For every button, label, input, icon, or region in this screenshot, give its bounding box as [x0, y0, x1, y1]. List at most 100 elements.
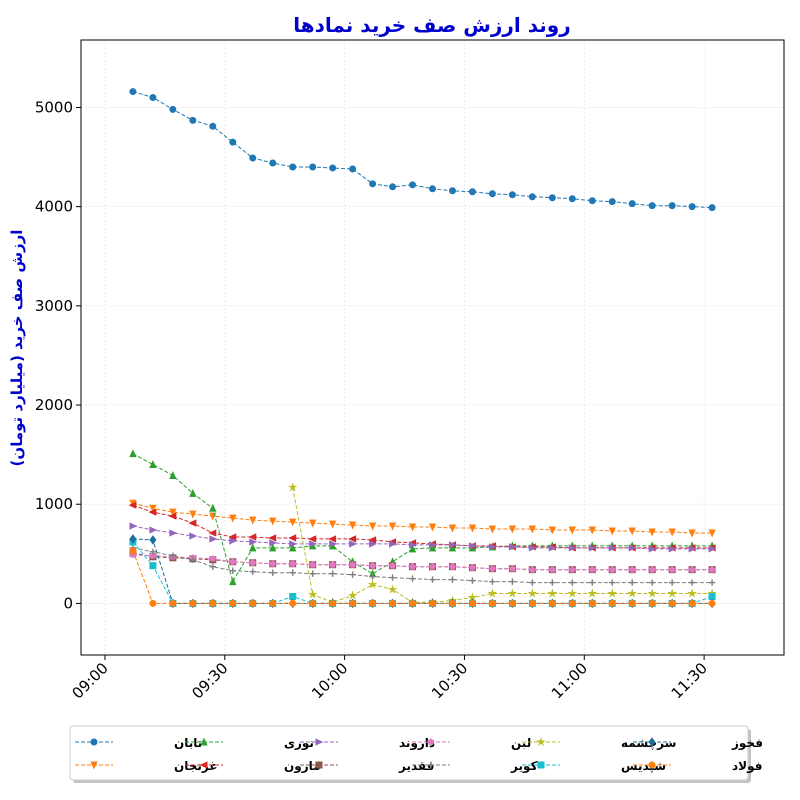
- series-لبن: [129, 551, 716, 573]
- series-line: [132, 547, 713, 584]
- data-point: [229, 537, 238, 545]
- data-point: [269, 543, 277, 552]
- data-point: [648, 761, 656, 769]
- data-point: [588, 544, 597, 552]
- data-point: [508, 599, 516, 607]
- data-point: [289, 560, 297, 567]
- data-point: [569, 579, 576, 586]
- series-layer: [128, 88, 717, 609]
- data-point: [329, 599, 337, 607]
- series-غزنجان: [129, 499, 716, 538]
- x-tick-label: 09:30: [188, 659, 231, 702]
- data-point: [548, 526, 556, 535]
- series-کویر: [129, 544, 716, 586]
- data-point: [149, 552, 157, 559]
- data-point: [448, 187, 456, 195]
- data-point: [388, 522, 397, 531]
- data-point: [548, 544, 557, 552]
- data-point: [368, 522, 377, 531]
- data-point: [389, 183, 397, 191]
- data-point: [269, 517, 277, 526]
- data-point: [448, 541, 457, 549]
- legend-label: شپدیس: [621, 759, 666, 773]
- data-point: [409, 541, 417, 549]
- legend-item: نوری: [185, 736, 314, 751]
- data-point: [269, 539, 278, 547]
- data-point: [688, 566, 696, 573]
- data-point: [568, 599, 576, 607]
- data-point: [369, 562, 376, 569]
- data-point: [168, 512, 177, 520]
- data-point: [629, 579, 636, 586]
- x-axis-ticks: 09:00 09:30 10:00 10:30 11:00 11:30: [68, 655, 711, 702]
- data-point: [149, 460, 157, 469]
- data-point: [189, 556, 197, 563]
- series-داروند: [129, 522, 717, 553]
- data-point: [628, 544, 637, 552]
- data-point: [209, 503, 217, 512]
- legend-label: سرچشمه: [621, 736, 676, 750]
- data-point: [488, 525, 497, 534]
- data-point: [508, 565, 516, 572]
- data-point: [269, 560, 277, 567]
- data-point: [149, 535, 157, 545]
- data-point: [229, 558, 237, 565]
- data-point: [249, 568, 256, 575]
- x-tick-label: 09:00: [68, 659, 111, 702]
- data-point: [488, 543, 497, 551]
- data-point: [349, 561, 357, 568]
- data-point: [449, 563, 456, 570]
- data-point: [489, 565, 496, 572]
- data-point: [289, 540, 298, 548]
- legend-label: مارون: [284, 759, 321, 774]
- data-point: [289, 599, 297, 607]
- y-tick-label: 4000: [35, 198, 73, 216]
- legend-label: لبن: [511, 736, 531, 750]
- data-point: [427, 761, 435, 769]
- data-point: [508, 543, 517, 551]
- data-point: [228, 533, 237, 541]
- data-point: [315, 738, 324, 746]
- data-point: [528, 525, 537, 534]
- series-line: [132, 453, 713, 583]
- data-point: [209, 555, 217, 562]
- data-point: [149, 548, 157, 556]
- data-point: [588, 599, 596, 607]
- data-point: [628, 566, 636, 573]
- data-point: [708, 566, 716, 573]
- data-point: [536, 736, 546, 747]
- data-point: [249, 599, 257, 607]
- data-point: [588, 526, 596, 535]
- data-point: [667, 588, 677, 598]
- data-point: [668, 566, 676, 573]
- data-point: [548, 566, 556, 573]
- data-point: [389, 599, 397, 607]
- data-point: [349, 165, 357, 173]
- legend-item: لبن: [412, 736, 531, 750]
- legend-item: فخوز: [633, 736, 763, 751]
- data-point: [289, 569, 296, 576]
- data-point: [568, 566, 576, 573]
- data-point: [169, 552, 177, 560]
- data-point: [568, 544, 577, 552]
- data-point: [289, 543, 297, 552]
- data-point: [248, 533, 257, 541]
- data-point: [529, 579, 536, 586]
- data-point: [148, 508, 157, 516]
- data-point: [537, 761, 545, 769]
- data-point: [468, 188, 476, 196]
- data-point: [369, 540, 377, 548]
- data-point: [427, 738, 435, 745]
- data-point: [129, 449, 137, 458]
- data-point: [189, 510, 197, 519]
- data-point: [329, 164, 337, 172]
- data-point: [468, 524, 477, 533]
- data-point: [199, 761, 208, 769]
- data-point: [449, 576, 456, 583]
- data-point: [329, 540, 338, 548]
- data-point: [608, 198, 616, 206]
- data-point: [308, 535, 317, 543]
- y-tick-label: 3000: [35, 297, 73, 315]
- legend-item: تابان: [75, 736, 202, 750]
- data-point: [307, 589, 318, 599]
